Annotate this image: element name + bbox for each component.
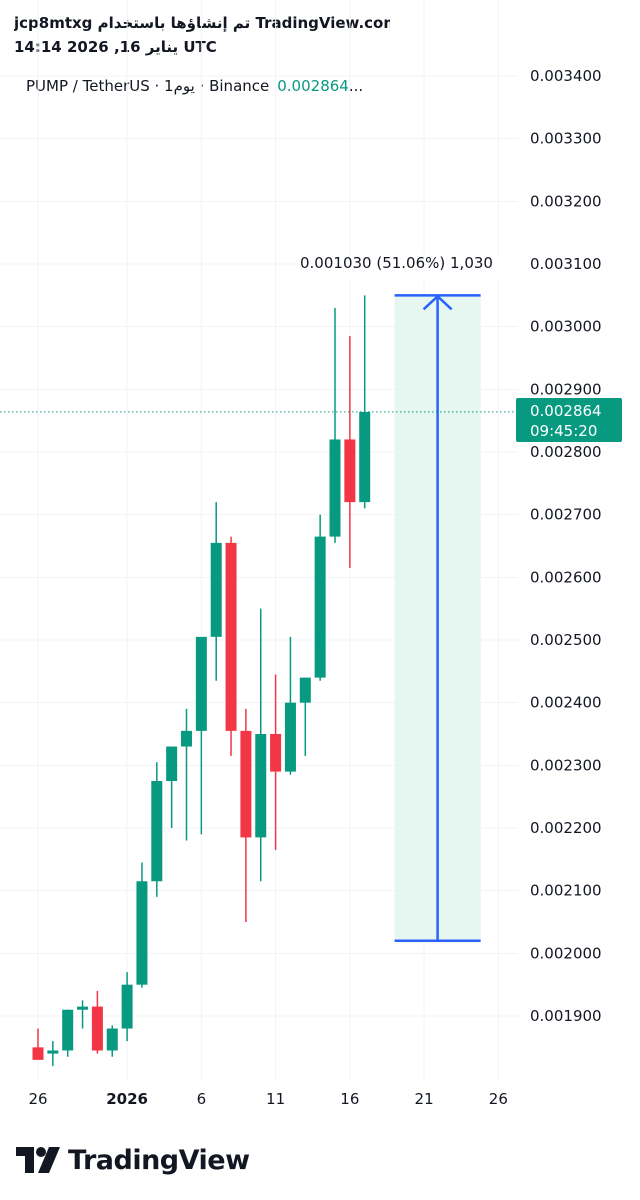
time-tick-label: 2026: [106, 1090, 148, 1108]
candle-up: [329, 307, 341, 543]
measure-arrow-icon: [422, 294, 453, 311]
price-tick-label: 0.002500: [530, 631, 602, 649]
time-axis: 26 2026 6 11 16 21 26: [28, 1090, 507, 1108]
time-tick-label: 26: [489, 1090, 508, 1108]
candle-down: [225, 536, 237, 756]
candle-body: [344, 439, 356, 503]
price-tick-label: 0.002200: [530, 819, 602, 837]
chart-timestamp: 14:14 2026 ,16 يناير UTC: [14, 38, 217, 56]
price-tick-label: 0.002100: [530, 882, 602, 900]
candle-body: [299, 677, 311, 703]
candle-up: [77, 1000, 89, 1029]
candle-body: [47, 1050, 59, 1054]
price-tick-label: 0.003400: [530, 67, 602, 85]
current-price-value: 0.002864: [530, 402, 602, 420]
price-tick-label: 0.003100: [530, 255, 602, 273]
price-tick-label: 0.001900: [530, 1007, 602, 1025]
candle-body: [181, 730, 192, 747]
candle-up: [106, 1025, 118, 1057]
tradingview-logo-icon: [16, 1147, 60, 1173]
candle-up: [314, 514, 326, 681]
price-tick-label: 0.002800: [530, 443, 602, 461]
candle-up: [121, 972, 133, 1042]
candle-body: [32, 1047, 44, 1060]
candle-body: [166, 746, 178, 781]
candle-up: [136, 862, 148, 988]
price-tick-label: 0.002600: [530, 568, 602, 586]
measure-label: 0.001030 (51.06%) 1,030: [300, 254, 518, 280]
candle-body: [225, 542, 237, 731]
legend-ellipsis: ...: [348, 77, 364, 95]
tradingview-logo[interactable]: TradingView: [16, 1140, 250, 1180]
price-tick-label: 0.003200: [530, 192, 602, 210]
candle-up: [359, 295, 371, 509]
time-tick-label: 21: [415, 1090, 434, 1108]
candle-body: [359, 411, 371, 503]
price-axis: 0.003400 0.003300 0.003200 0.003100 0.003000…: [530, 67, 602, 1025]
candle-up: [166, 746, 178, 828]
candle-body: [151, 781, 163, 882]
time-tick-label: 26: [28, 1090, 47, 1108]
current-price-tag: 0.002864 09:45:20: [516, 398, 622, 442]
candle-down: [344, 336, 356, 568]
candle-up: [299, 677, 311, 756]
price-tick-label: 0.003300: [530, 130, 602, 148]
candle-body: [121, 984, 133, 1029]
candle-up: [195, 636, 207, 835]
candle-body: [329, 439, 341, 537]
candle-down: [270, 674, 282, 850]
candle-countdown: 09:45:20: [530, 422, 598, 440]
price-tick-label: 0.002700: [530, 506, 602, 524]
candle-body: [91, 1006, 103, 1051]
legend-last-price: 0.002864: [277, 77, 349, 95]
price-tick-label: 0.003000: [530, 318, 602, 336]
candle-body: [210, 542, 222, 637]
candle-up: [181, 708, 192, 841]
price-chart[interactable]: 0.003400 0.003300 0.003200 0.003100 0.003000…: [0, 0, 640, 1120]
candle-up: [210, 502, 222, 681]
candle-body: [136, 881, 148, 985]
price-tick-label: 0.002900: [530, 380, 602, 398]
candle-body: [106, 1028, 118, 1051]
candle-down: [91, 990, 103, 1054]
candle-body: [270, 734, 282, 772]
symbol-legend[interactable]: PUMP / TetherUS · 1يوم · Binance 0.002864…: [26, 77, 363, 95]
price-range-measure: [394, 294, 481, 943]
time-tick-label: 6: [197, 1090, 207, 1108]
candle-up: [284, 636, 296, 775]
time-tick-label: 16: [340, 1090, 359, 1108]
candle-body: [255, 734, 267, 838]
candles: [32, 295, 371, 1067]
candle-up: [255, 608, 267, 882]
price-tick-label: 0.002400: [530, 694, 602, 712]
price-tick-label: 0.002000: [530, 944, 602, 962]
candle-up: [151, 762, 163, 897]
candle-body: [314, 536, 326, 678]
candle-down: [240, 708, 252, 922]
symbol-description: PUMP / TetherUS · 1يوم · Binance: [26, 77, 270, 95]
candle-body: [240, 730, 252, 838]
logo-wordmark: TradingView: [68, 1144, 250, 1176]
time-tick-label: 11: [266, 1090, 285, 1108]
candle-down: [32, 1028, 44, 1060]
candle-up: [47, 1041, 59, 1067]
candle-body: [62, 1009, 74, 1051]
candle-up: [62, 1009, 74, 1057]
candle-body: [77, 1006, 89, 1010]
price-tick-label: 0.002300: [530, 756, 602, 774]
candle-body: [195, 636, 207, 731]
candle-body: [284, 702, 296, 772]
chart-attribution: jcp8mtxg تم إنشاؤها باستخدام TradingView…: [14, 14, 390, 32]
